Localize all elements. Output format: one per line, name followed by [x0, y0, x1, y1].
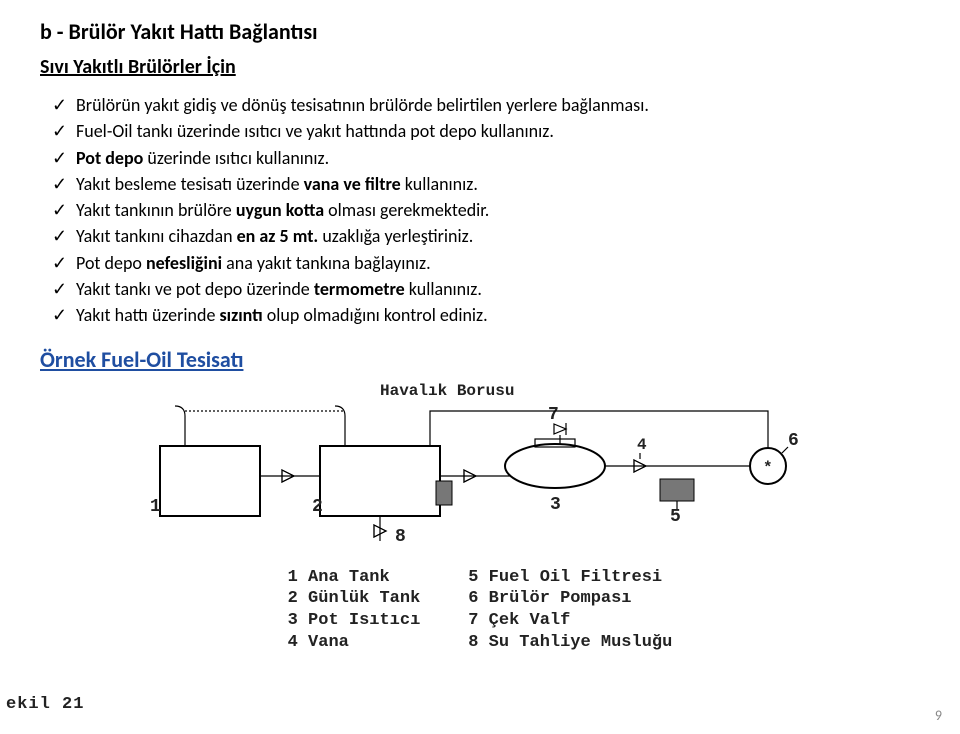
legend-row: 1 Ana Tank — [288, 567, 421, 589]
legend-row: 2 Günlük Tank — [288, 588, 421, 610]
bullet-item: Pot depo nefesliğini ana yakıt tankına b… — [76, 251, 920, 275]
page-number: 9 — [935, 707, 942, 724]
diagram-callout-6: 6 — [788, 431, 799, 451]
diagram-callout-5: 5 — [670, 507, 681, 527]
diagram-callout-3: 3 — [550, 495, 561, 515]
diagram-top-label: Havalık Borusu — [380, 382, 514, 400]
bullet-list: Brülörün yakıt gidiş ve dönüş tesisatını… — [40, 93, 920, 328]
fuel-oil-schematic: Havalık Borusu 1 2 3 — [140, 381, 820, 561]
svg-text:*: * — [763, 459, 773, 477]
diagram-callout-2: 2 — [312, 497, 323, 517]
legend-row: 4 Vana — [288, 632, 421, 654]
diagram-container: Havalık Borusu 1 2 3 — [40, 381, 920, 561]
bullet-item: Yakıt tankının brülöre uygun kotta olmas… — [76, 198, 920, 222]
diagram-callout-4: 4 — [637, 436, 647, 454]
bullet-item: Brülörün yakıt gidiş ve dönüş tesisatını… — [76, 93, 920, 117]
example-title: Örnek Fuel-Oil Tesisatı — [40, 346, 920, 373]
legend-row: 7 Çek Valf — [468, 610, 672, 632]
legend-row: 8 Su Tahliye Musluğu — [468, 632, 672, 654]
legend-row: 5 Fuel Oil Filtresi — [468, 567, 672, 589]
bullet-item: Pot depo üzerinde ısıtıcı kullanınız. — [76, 146, 920, 170]
legend-row: 3 Pot Isıtıcı — [288, 610, 421, 632]
bullet-item: Fuel-Oil tankı üzerinde ısıtıcı ve yakıt… — [76, 119, 920, 143]
section-subheading: Sıvı Yakıtlı Brülörler İçin — [40, 55, 920, 79]
section-heading: b - Brülör Yakıt Hattı Bağlantısı — [40, 18, 920, 45]
figure-label: ekil 21 — [6, 695, 84, 714]
legend-row: 6 Brülör Pompası — [468, 588, 672, 610]
diagram-callout-7: 7 — [548, 405, 559, 425]
diagram-legend: 1 Ana Tank2 Günlük Tank3 Pot Isıtıcı4 Va… — [40, 567, 920, 654]
diagram-callout-1: 1 — [150, 497, 161, 517]
bullet-item: Yakıt hattı üzerinde sızıntı olup olmadı… — [76, 303, 920, 327]
bullet-item: Yakıt tankını cihazdan en az 5 mt. uzakl… — [76, 224, 920, 248]
bullet-item: Yakıt besleme tesisatı üzerinde vana ve … — [76, 172, 920, 196]
diagram-callout-8: 8 — [395, 527, 406, 547]
bullet-item: Yakıt tankı ve pot depo üzerinde termome… — [76, 277, 920, 301]
